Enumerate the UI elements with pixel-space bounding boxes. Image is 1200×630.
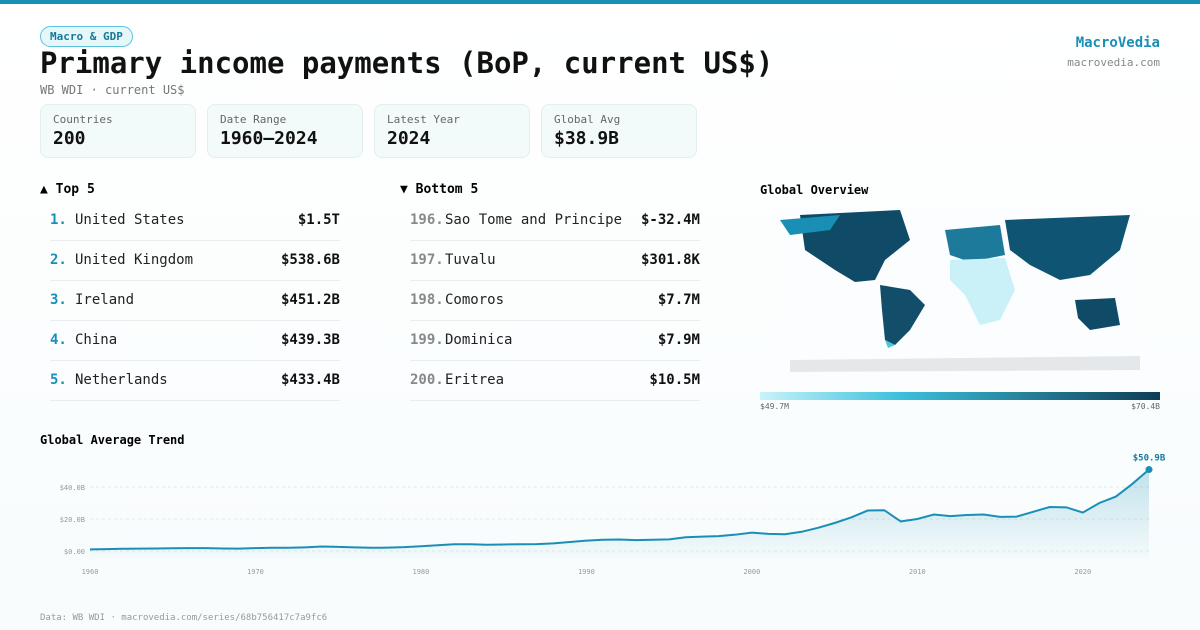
rank: 1.	[50, 212, 67, 228]
stat-label: Latest Year	[387, 113, 460, 126]
asia	[1005, 215, 1130, 280]
value: $538.6B	[280, 252, 340, 268]
country: United Kingdom	[75, 252, 194, 268]
stat-label: Date Range	[220, 113, 287, 126]
rank: 4.	[50, 332, 67, 348]
line	[89, 468, 1150, 551]
list-row: 200. Eritrea $10.5M	[410, 360, 700, 401]
country: China	[75, 332, 118, 348]
rank: 197.	[410, 252, 444, 268]
rank: 200.	[410, 372, 444, 388]
europe	[945, 225, 1005, 262]
legend-bar	[760, 392, 1160, 400]
list-row: 197. Tuvalu $301.8K	[410, 240, 700, 281]
rank: 196.	[410, 212, 444, 228]
stat-label: Global Avg	[554, 113, 621, 126]
legend-min: $49.7M	[760, 402, 789, 411]
list-row: 198. Comoros $7.7M	[410, 280, 700, 321]
value: $7.7M	[657, 292, 700, 308]
value: $1.5T	[297, 212, 340, 228]
country: Dominica	[445, 332, 513, 348]
footer: Data: WB WDI · macrovedia.com/series/68b…	[40, 613, 328, 623]
country: Ireland	[75, 292, 135, 308]
stat-label: Countries	[53, 113, 113, 126]
value: $-32.4M	[640, 212, 700, 228]
alaska	[780, 215, 840, 235]
brand: MacroVedia	[1075, 35, 1160, 51]
country: Eritrea	[445, 372, 505, 388]
y-tick-label: $20.0B	[60, 516, 85, 524]
stat-value: 2024	[387, 128, 431, 149]
stat-card: Latest Year 2024	[374, 104, 530, 158]
country: Tuvalu	[445, 252, 496, 268]
value-label: $50.9B	[1133, 454, 1166, 464]
x-tick-label: 1970	[247, 568, 264, 576]
stat-value: 1960–2024	[220, 128, 318, 149]
bottom-title: ▼ Bottom 5	[400, 182, 479, 197]
x-tick-label: 1960	[82, 568, 99, 576]
top-bar	[0, 0, 1200, 4]
value: $433.4B	[280, 372, 340, 388]
list-row: 3. Ireland $451.2B	[50, 280, 340, 321]
value: $439.3B	[280, 332, 340, 348]
list-row: 5. Netherlands $433.4B	[50, 360, 340, 401]
trend-chart: $0.00 $20.0B $40.0B 1960 1970 1980 1990 2000 201…	[60, 454, 1166, 576]
area	[90, 469, 1149, 559]
top-title: ▲ Top 5	[40, 182, 95, 197]
legend-max: $70.4B	[1131, 402, 1160, 411]
x-tick-label: 2010	[909, 568, 926, 576]
map-title: Global Overview	[760, 183, 869, 197]
country: Sao Tome and Principe	[445, 212, 623, 228]
tag: Macro & GDP	[40, 26, 133, 47]
value: $451.2B	[280, 292, 340, 308]
country: United States	[75, 212, 185, 228]
x-tick-label: 2020	[1074, 568, 1091, 576]
world-map	[780, 208, 1140, 372]
value: $301.8K	[640, 252, 700, 268]
country: Netherlands	[75, 372, 168, 388]
africa	[950, 258, 1015, 325]
rank: 5.	[50, 372, 67, 388]
rank: 198.	[410, 292, 444, 308]
y-tick-label: $0.00	[64, 548, 85, 556]
rank: 3.	[50, 292, 67, 308]
australia	[1075, 298, 1120, 330]
rank: 2.	[50, 252, 67, 268]
stat-card: Global Avg $38.9B	[541, 104, 697, 158]
x-tick-label: 1980	[413, 568, 430, 576]
subtitle: WB WDI · current US$	[40, 83, 185, 97]
list-row: 196. Sao Tome and Principe $-32.4M	[410, 200, 700, 241]
chile	[885, 340, 895, 348]
rank: 199.	[410, 332, 444, 348]
value: $7.9M	[657, 332, 700, 348]
south-america	[880, 285, 925, 345]
list-row: 4. China $439.3B	[50, 320, 340, 361]
value: $10.5M	[649, 372, 700, 388]
stat-card: Date Range 1960–2024	[207, 104, 363, 158]
x-tick-label: 1990	[578, 568, 595, 576]
title: Primary income payments (BoP, current US…	[40, 46, 774, 80]
y-tick-label: $40.0B	[60, 484, 85, 492]
end-point	[1145, 466, 1153, 474]
list-row: 199. Dominica $7.9M	[410, 320, 700, 361]
stat-value: 200	[53, 128, 86, 149]
country: Comoros	[445, 292, 505, 308]
antarctica	[790, 356, 1140, 372]
x-tick-label: 2000	[743, 568, 760, 576]
chart-title: Global Average Trend	[40, 433, 185, 447]
list-row: 1. United States $1.5T	[50, 200, 340, 241]
stat-card: Countries 200	[40, 104, 196, 158]
stat-value: $38.9B	[554, 128, 620, 149]
list-row: 2. United Kingdom $538.6B	[50, 240, 340, 281]
site: macrovedia.com	[1067, 56, 1160, 69]
